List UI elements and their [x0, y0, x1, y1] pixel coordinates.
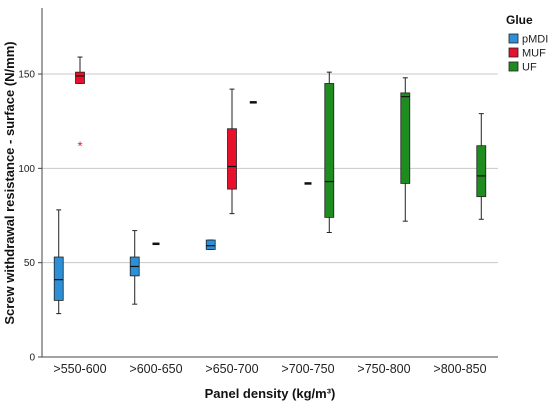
- y-tick-label: 150: [18, 70, 35, 81]
- box-pmdi-1: [129, 230, 140, 305]
- iqr-box: [227, 128, 237, 190]
- legend-label-uf: UF: [522, 62, 537, 74]
- iqr-box: [53, 256, 64, 301]
- legend-swatch-pmdi: [508, 33, 519, 44]
- box-pmdi-2: [205, 239, 216, 250]
- y-tick-label: 0: [29, 353, 35, 364]
- legend: Glue pMDI MUF UF: [506, 13, 548, 74]
- iqr-box: [75, 71, 85, 84]
- iqr-box: [476, 145, 487, 198]
- y-tick-label: 100: [18, 164, 35, 175]
- x-category-label: >600-650: [129, 362, 182, 376]
- box-muf-2: [227, 88, 237, 215]
- box-uf-3: [324, 71, 335, 233]
- x-category-label: >550-600: [53, 362, 106, 376]
- x-category-label: >800-850: [433, 362, 486, 376]
- legend-swatch-uf: [508, 61, 519, 72]
- x-category-label: >650-700: [205, 362, 258, 376]
- legend-label-muf: MUF: [522, 48, 546, 60]
- box-muf-0: *: [75, 56, 85, 154]
- x-axis-title: Panel density (kg/m³): [205, 386, 336, 401]
- box-uf-5: [476, 113, 487, 220]
- x-axis-categories: >550-600 >600-650 >650-700 >700-750 >750-800…: [53, 362, 486, 376]
- legend-label-pmdi: pMDI: [522, 34, 548, 46]
- iqr-box: [400, 92, 411, 184]
- iqr-box: [324, 83, 335, 218]
- y-axis-title: Screw withdrawal resistance - surface (N…: [2, 41, 17, 324]
- legend-swatch-muf: [508, 47, 519, 58]
- x-category-label: >750-800: [357, 362, 410, 376]
- box-series: *: [53, 56, 487, 315]
- y-axis-ticks: 0 50 100 150: [18, 70, 42, 364]
- gridlines: [42, 73, 498, 264]
- outlier-marker: *: [77, 139, 82, 154]
- y-tick-label: 50: [24, 258, 36, 269]
- legend-title: Glue: [506, 13, 533, 27]
- box-uf-4: [400, 77, 411, 222]
- iqr-box: [205, 239, 216, 250]
- box-pmdi-0: [53, 209, 64, 315]
- x-category-label: >700-750: [281, 362, 334, 376]
